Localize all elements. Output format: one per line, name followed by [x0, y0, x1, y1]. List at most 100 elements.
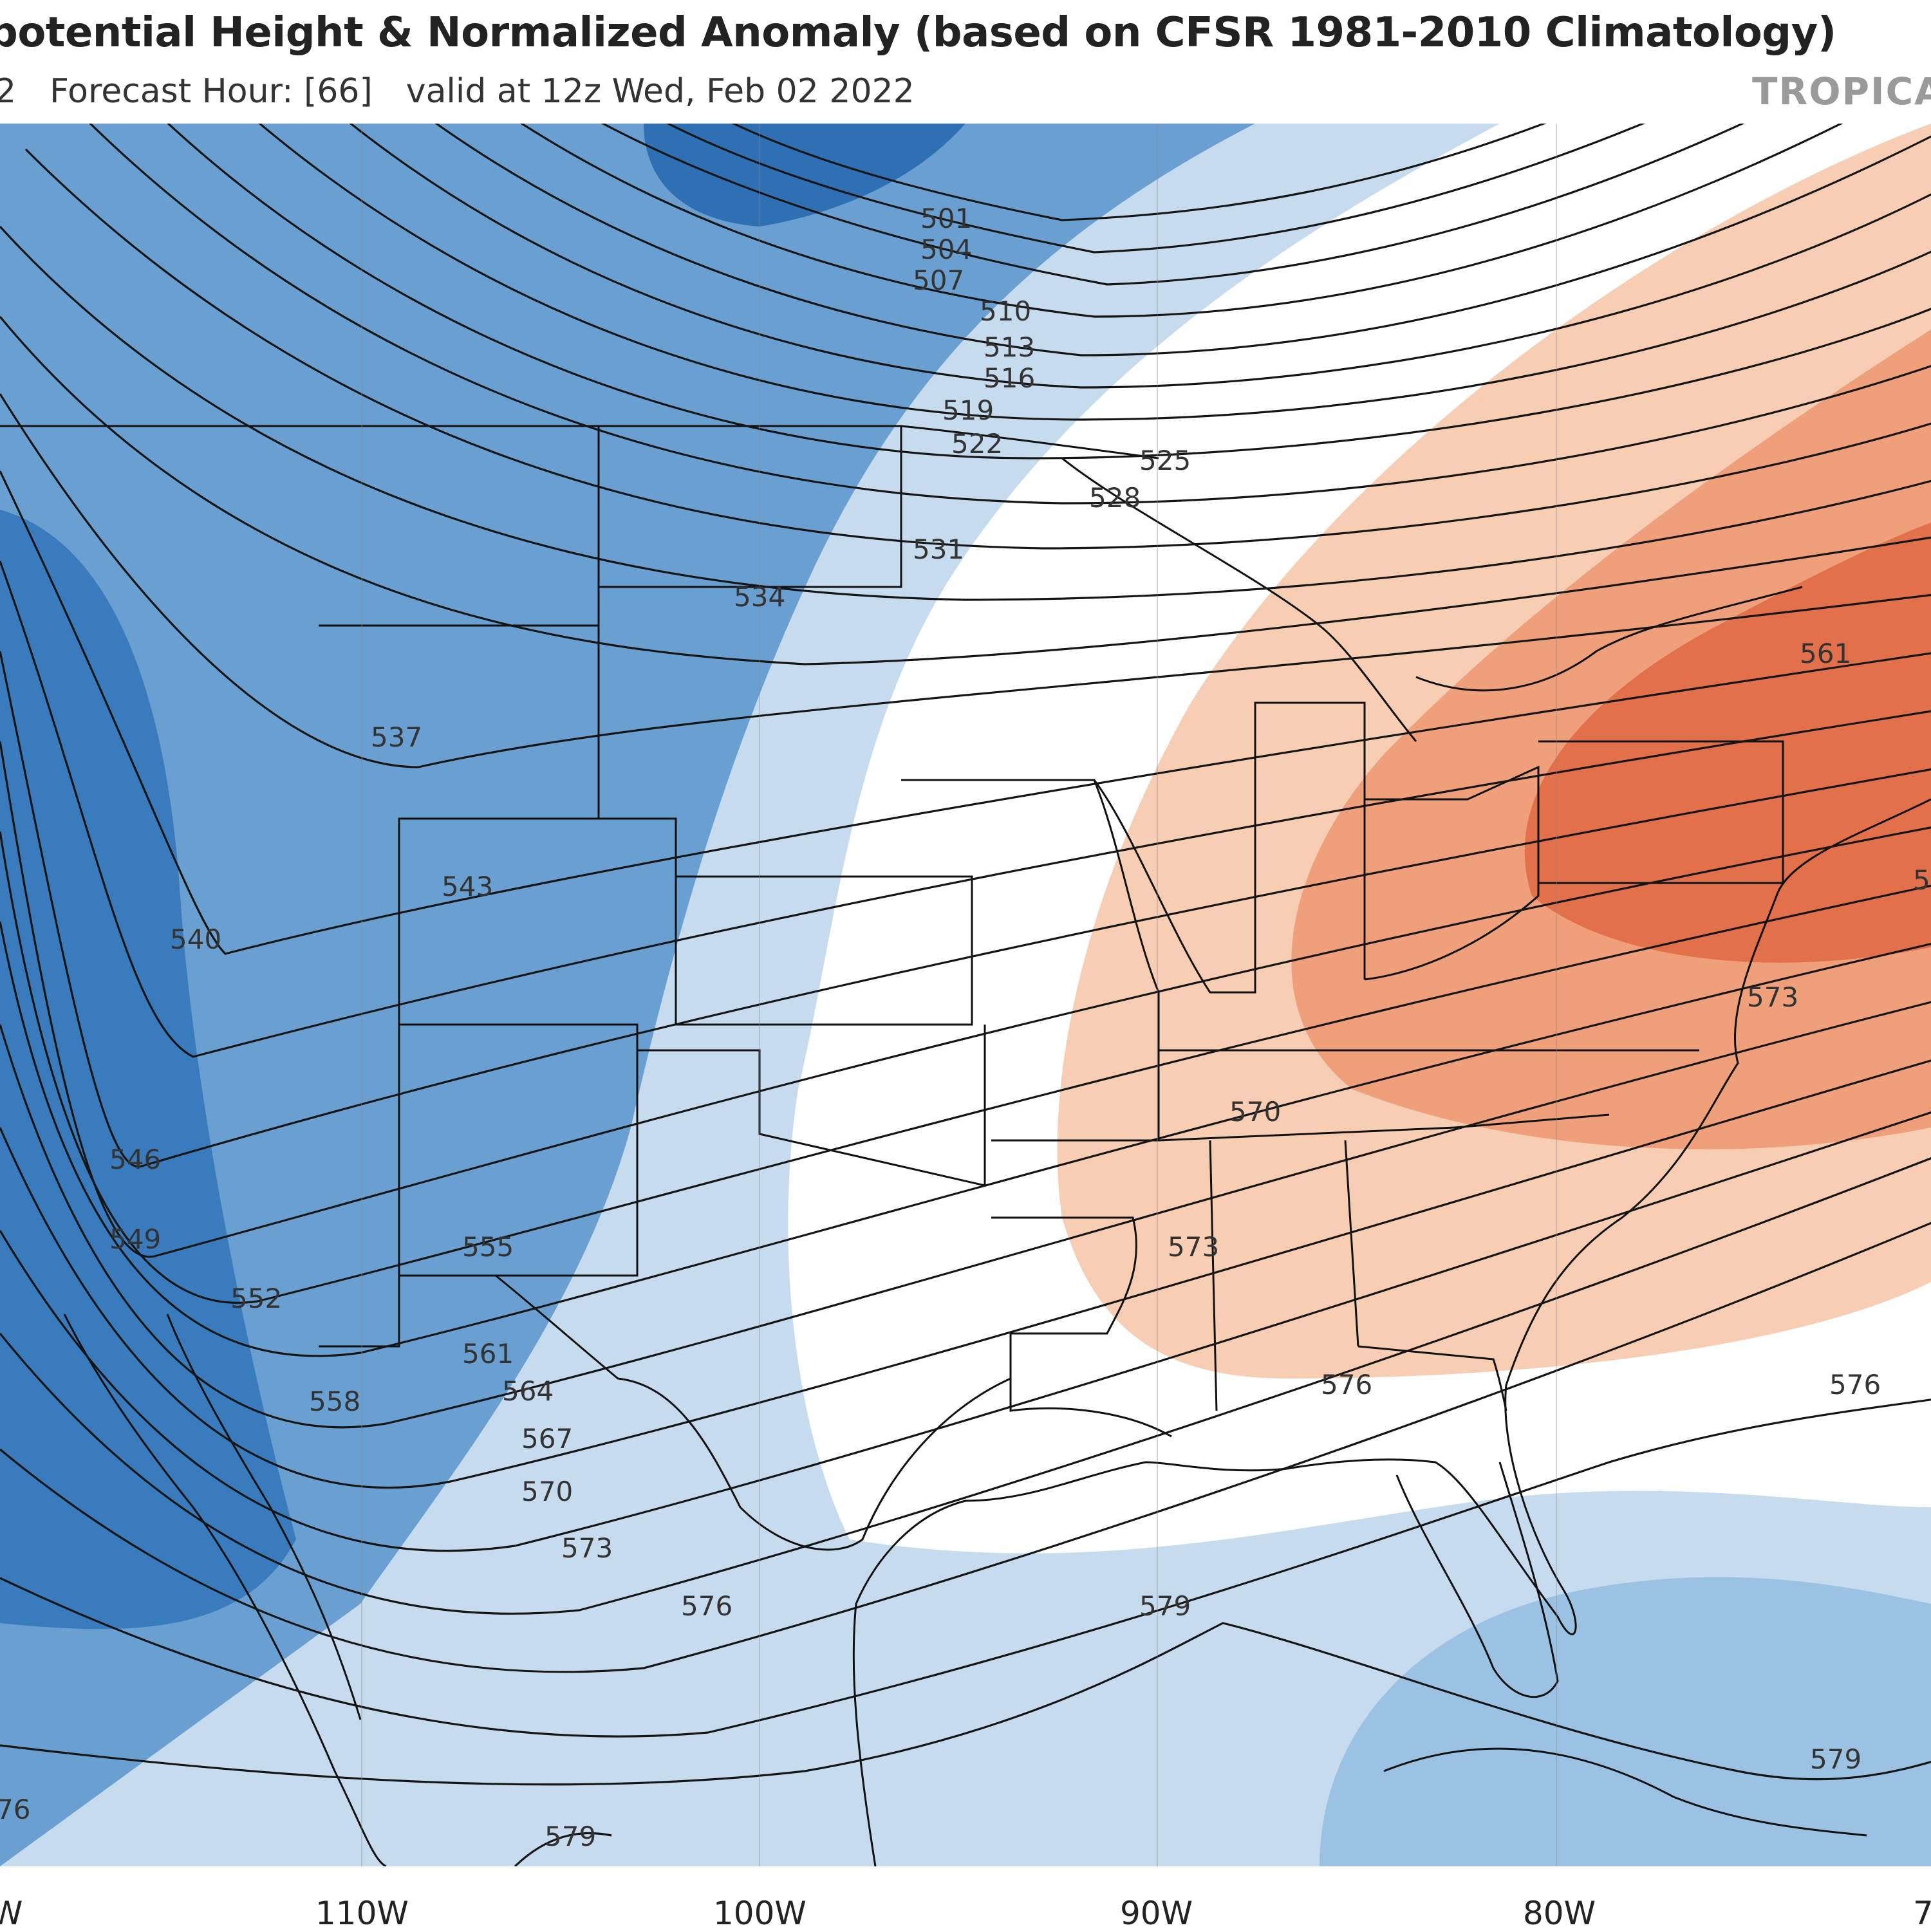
contour-label: 522 [951, 428, 1003, 460]
contour-label: 510 [980, 295, 1031, 327]
contour-labels: 501 504 507 510 513 516 519 522 525 528 … [0, 203, 1930, 1852]
contour-line [519, 124, 1843, 318]
contour-label: 540 [170, 924, 221, 955]
contour-label: 519 [942, 395, 994, 426]
contour-line [514, 1832, 612, 1866]
header: potential Height & Normalized Anomaly (b… [0, 0, 1931, 124]
contour-label: 507 [913, 265, 964, 296]
contour-label: 543 [442, 871, 493, 902]
contour-label: 528 [1089, 482, 1141, 514]
contour-line [167, 124, 1931, 460]
longitude-axis: W 110W 100W 90W 80W 7 [0, 1866, 1931, 1932]
contour-line [601, 124, 1745, 286]
coastline-west [63, 1314, 387, 1866]
state-line-missouri [901, 779, 1160, 1142]
contour-label: 5 [1913, 864, 1930, 896]
contour-label: 576 [681, 1590, 732, 1622]
state-line-dakotas [599, 426, 902, 588]
contour-label: 579 [1139, 1590, 1191, 1622]
contour-label: 573 [561, 1532, 613, 1564]
contour-line [349, 124, 1931, 389]
contour-line [0, 561, 1931, 1058]
contour-line [434, 124, 1931, 357]
contour-label: 558 [309, 1386, 360, 1417]
contour-label: 516 [984, 362, 1035, 394]
contour-line [0, 393, 1931, 768]
contour-label: 561 [462, 1338, 514, 1370]
contour-line [0, 225, 1931, 601]
contour-line [0, 470, 1931, 955]
canada-us-border [0, 425, 1159, 460]
contour-line [0, 1622, 1931, 1786]
longitude-label: 90W [1120, 1895, 1193, 1932]
cuba-coast [1383, 1747, 1867, 1837]
contour-line [0, 1221, 1931, 1673]
contour-label: 525 [1139, 445, 1191, 476]
contour-label: 504 [920, 234, 972, 265]
contour-line [0, 315, 1931, 665]
state-line-oklahoma [637, 1025, 986, 1187]
map-panel: 501 504 507 510 513 516 519 522 525 528 … [0, 124, 1931, 1866]
contour-label: 531 [913, 534, 964, 565]
longitude-label: 7 [1913, 1895, 1931, 1932]
contour-line [258, 124, 1931, 421]
contour-label: 570 [521, 1476, 573, 1507]
texas-border [492, 1274, 1011, 1551]
longitude-gridlines [361, 124, 1557, 1866]
valid-time: valid at 12z Wed, Feb 02 2022 [406, 72, 915, 111]
page-title: potential Height & Normalized Anomaly (b… [0, 9, 1836, 57]
contour-line [0, 831, 1931, 1304]
state-line-kentucky-tennessee [1158, 1049, 1699, 1142]
negative-anomaly-moderate-east [1320, 1577, 1931, 1866]
run-fragment: 2 [0, 72, 17, 111]
state-line-illinois-indiana [1093, 701, 1366, 994]
coastline-east [1287, 798, 1931, 1635]
contour-line [0, 1001, 1931, 1429]
contour-label: 76 [0, 1794, 30, 1825]
contour-line [0, 1059, 1931, 1489]
contour-label: 552 [230, 1283, 282, 1314]
state-line-arkansas [991, 1216, 1137, 1335]
contour-label: 549 [109, 1223, 161, 1255]
contour-line [24, 148, 1931, 550]
longitude-label: W [0, 1895, 23, 1932]
anomaly-shading [0, 124, 1931, 1866]
contour-line [0, 741, 1931, 1258]
state-line-ohio [1364, 765, 1540, 981]
contour-label: 537 [371, 721, 422, 753]
longitude-label: 100W [713, 1895, 807, 1932]
height-contours [0, 124, 1931, 1866]
state-line-montana-dakota [597, 426, 677, 1025]
contour-label: 579 [545, 1821, 596, 1852]
contour-label: 579 [1810, 1743, 1861, 1775]
contour-label: 513 [984, 331, 1035, 363]
contour-label: 555 [462, 1231, 514, 1263]
contour-label: 561 [1800, 638, 1851, 669]
contour-line [0, 1398, 1931, 1738]
contour-label: 573 [1747, 981, 1798, 1013]
contour-label: 501 [920, 203, 972, 234]
state-line-louisiana [1009, 1333, 1172, 1438]
forecast-hour: Forecast Hour: [66] [50, 72, 373, 111]
contour-label: 534 [734, 581, 785, 613]
contour-label: 567 [521, 1423, 573, 1454]
positive-anomaly-strong [1524, 523, 1931, 963]
brand-logo-text: TROPICAL [1751, 70, 1931, 113]
state-line-kansas [676, 875, 973, 1026]
contour-line [0, 651, 1931, 1168]
contour-line [0, 921, 1931, 1357]
contour-label: 564 [502, 1375, 554, 1407]
florida-peninsula [1395, 1462, 1559, 1698]
contour-line [0, 1157, 1931, 1615]
subtitle: 2 Forecast Hour: [66] valid at 12z Wed, Fe… [0, 72, 948, 111]
contour-line [666, 124, 1646, 254]
contour-label: 576 [1321, 1369, 1372, 1400]
political-boundaries [0, 425, 1931, 1866]
longitude-label: 80W [1523, 1895, 1596, 1932]
contour-label: 546 [109, 1144, 161, 1175]
contour-line [89, 124, 1931, 505]
contour-label: 576 [1829, 1369, 1881, 1400]
contour-label: 573 [1168, 1231, 1219, 1263]
longitude-label: 110W [315, 1895, 409, 1932]
contour-line [0, 1111, 1931, 1552]
